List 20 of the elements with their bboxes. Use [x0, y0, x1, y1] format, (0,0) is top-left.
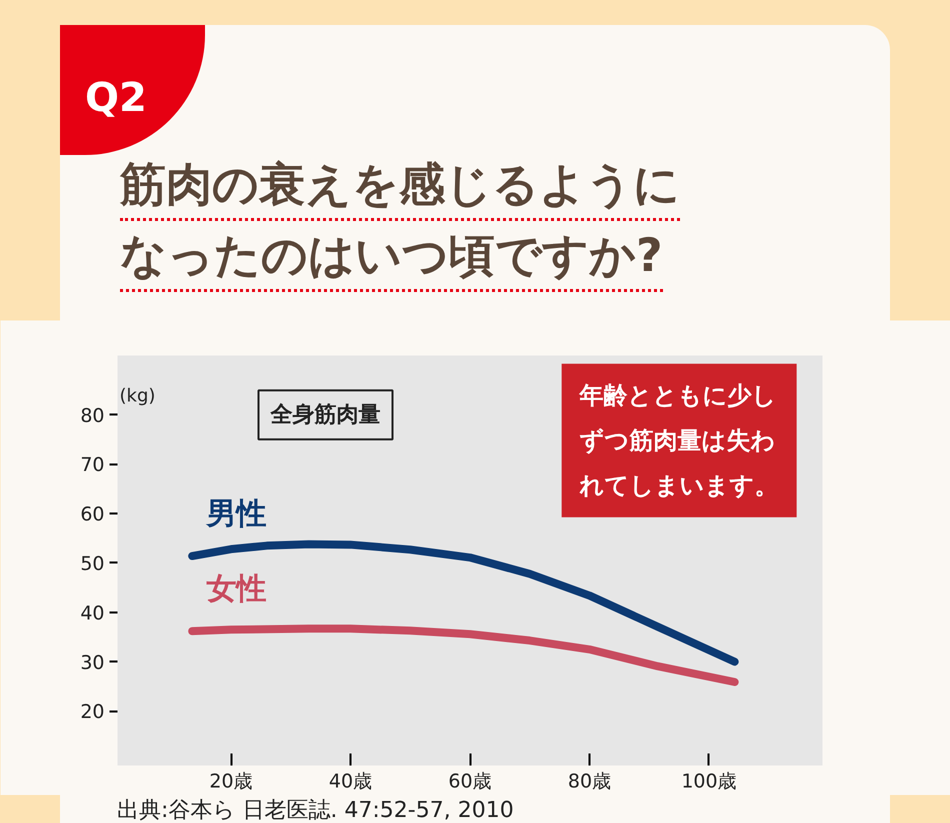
- x-tick-label: 80歳: [568, 770, 612, 792]
- y-tick-label: 20: [80, 701, 105, 724]
- chart-title: 筋肉の衰えを感じるようになったのはいつ頃ですか?: [120, 156, 680, 284]
- x-tick-label: 20歳: [209, 770, 253, 792]
- x-tick-label: 100歳: [681, 770, 737, 792]
- series-label: 女性: [205, 572, 266, 607]
- annotation: 全身筋肉量: [270, 402, 380, 428]
- y-axis-title: (kg): [120, 386, 156, 407]
- y-tick-label: 80: [80, 404, 105, 427]
- y-tick-label: 30: [80, 652, 105, 674]
- y-tick-label: 50: [80, 552, 105, 575]
- x-tick-label: 60歳: [448, 770, 492, 792]
- series-label: 男性: [205, 496, 266, 532]
- source-note: 出典:谷本ら 日老医誌. 47:52-57, 2010: [60, 795, 890, 823]
- y-tick-label: 70: [80, 454, 105, 476]
- x-tick-label: 40歳: [328, 770, 372, 792]
- y-tick-label: 60: [80, 504, 105, 526]
- text: Q2: [85, 75, 147, 121]
- annotation: 年齢とともに少しずつ筋肉量は失われてしまいます。: [578, 382, 779, 500]
- y-tick-label: 40: [80, 602, 105, 624]
